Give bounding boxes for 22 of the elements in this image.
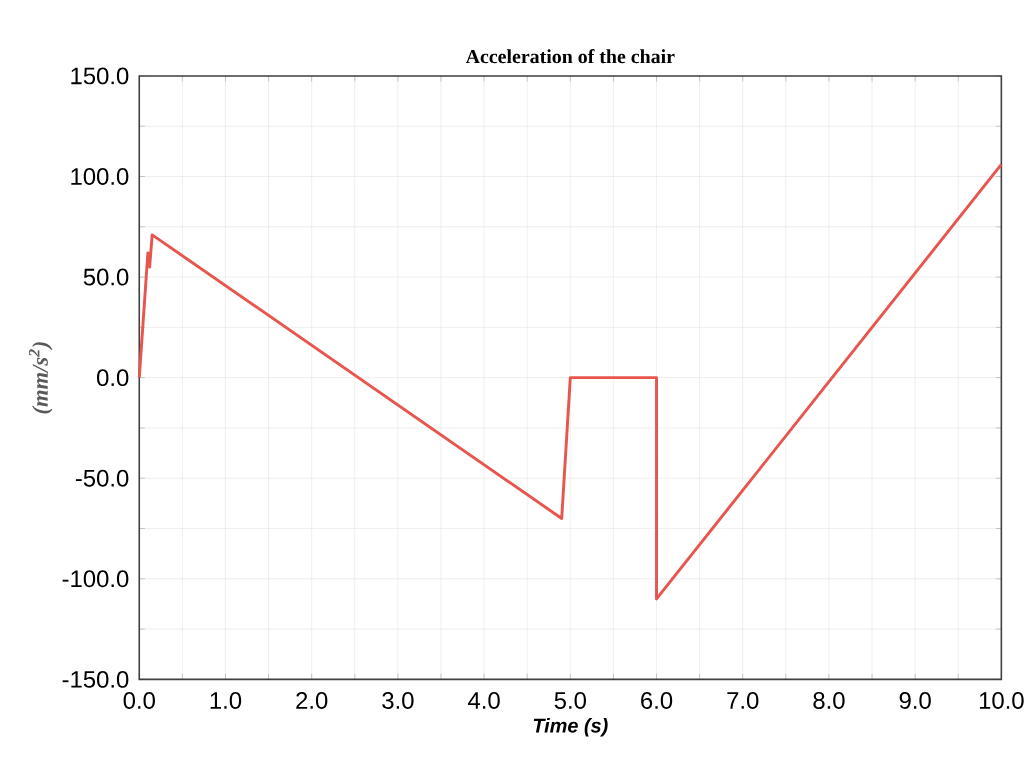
y-tick-label: -150.0	[62, 670, 129, 688]
x-tick-label: 8.0	[813, 692, 845, 709]
y-tick-label: 0.0	[97, 369, 129, 387]
x-tick-label: 2.0	[296, 692, 328, 709]
y-axis-title: (mm/s$^{2}$)	[28, 342, 53, 414]
x-tick-label: 9.0	[899, 692, 931, 709]
x-tick-label: 5.0	[554, 692, 586, 709]
chart-title: Acceleration of the chair	[465, 49, 675, 64]
x-tick-label: 3.0	[382, 692, 414, 709]
x-tick-label: 10.0	[979, 692, 1024, 709]
line-series	[137, 163, 1003, 601]
x-axis-title: Time (s)	[533, 718, 608, 737]
x-tick-label: 4.0	[468, 692, 500, 709]
x-tick-label: 1.0	[210, 692, 242, 709]
y-tick-label: 150.0	[71, 67, 129, 85]
y-tick-label: -100.0	[62, 570, 129, 588]
y-tick-label: 50.0	[83, 268, 129, 286]
x-tick-label: 7.0	[727, 692, 759, 709]
x-tick-label: 6.0	[641, 692, 673, 709]
y-tick-label: -50.0	[75, 469, 129, 487]
y-tick-label: 100.0	[71, 168, 129, 186]
x-tick-label: 0.0	[123, 692, 155, 709]
